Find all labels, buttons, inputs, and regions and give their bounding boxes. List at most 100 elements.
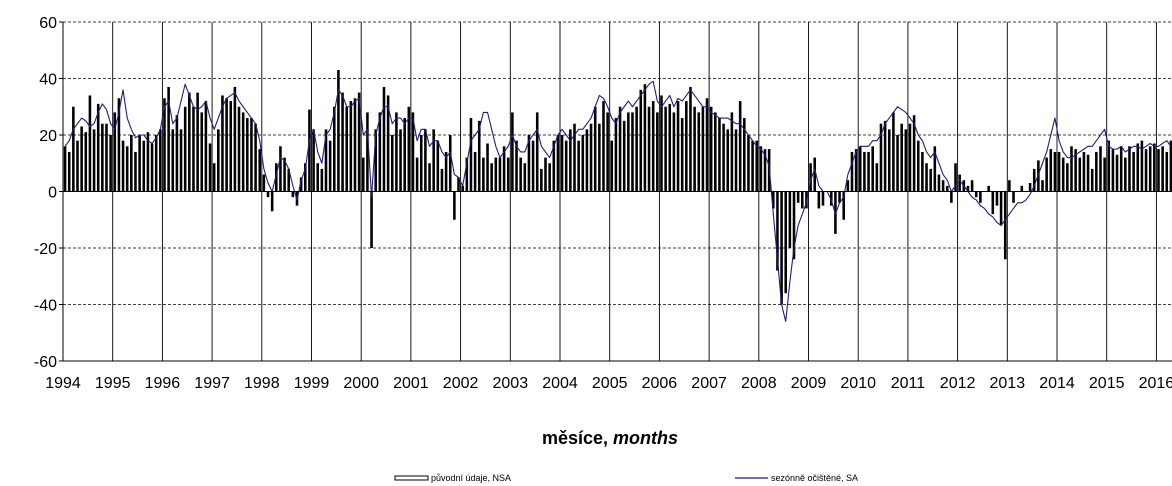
bar-nsa — [403, 118, 406, 192]
bar-nsa — [991, 191, 995, 215]
bar-nsa — [900, 123, 903, 192]
bar-nsa — [299, 177, 303, 192]
x-tick-label: 2005 — [592, 375, 628, 392]
bar-nsa — [908, 123, 912, 192]
bar-nsa — [229, 101, 233, 192]
bar-nsa — [378, 112, 382, 192]
bar-nsa — [246, 118, 249, 192]
bar-nsa — [511, 112, 514, 192]
bar-nsa — [714, 112, 717, 192]
bar-nsa — [250, 118, 253, 192]
bar-nsa — [838, 191, 841, 203]
bar-nsa — [1132, 151, 1135, 192]
bar-nsa — [569, 129, 572, 192]
bar-nsa — [183, 106, 187, 192]
bar-nsa — [1148, 146, 1152, 192]
bar-nsa — [1041, 180, 1044, 192]
bars-nsa — [63, 70, 1172, 305]
bar-nsa — [639, 89, 643, 192]
bar-nsa — [846, 180, 850, 192]
bar-nsa — [1074, 149, 1077, 192]
bar-nsa — [341, 92, 344, 192]
legend-swatch-nsa — [394, 475, 429, 481]
bar-nsa — [1045, 157, 1048, 192]
bar-nsa — [63, 146, 67, 192]
bar-nsa — [1008, 180, 1011, 192]
bar-nsa — [320, 168, 324, 192]
bar-nsa — [167, 86, 170, 192]
bar-nsa — [730, 112, 734, 192]
bar-nsa — [473, 151, 477, 192]
bar-nsa — [701, 106, 705, 192]
bar-nsa — [1140, 140, 1144, 192]
bar-nsa — [925, 163, 928, 192]
bar-nsa — [465, 157, 469, 192]
bar-nsa — [829, 191, 833, 206]
x-tick-label: 2009 — [791, 375, 827, 392]
y-tick-label: 40 — [39, 72, 57, 89]
bar-nsa — [291, 191, 295, 198]
bar-nsa — [560, 135, 564, 192]
y-tick-label: -20 — [34, 241, 57, 258]
x-tick-label: 1999 — [294, 375, 330, 392]
bar-nsa — [415, 157, 419, 192]
bar-nsa — [1012, 191, 1015, 203]
bar-nsa — [792, 191, 796, 260]
bar-nsa — [854, 149, 858, 192]
bar-nsa — [80, 126, 83, 192]
bar-nsa — [444, 151, 448, 192]
bar-nsa — [1111, 149, 1115, 192]
bar-nsa — [589, 123, 593, 192]
bar-nsa — [241, 112, 245, 192]
bar-nsa — [647, 106, 651, 192]
bar-nsa — [685, 101, 688, 192]
bar-nsa — [747, 135, 750, 192]
bar-nsa — [1057, 151, 1061, 192]
bar-nsa — [258, 149, 262, 192]
legend-item-sa: sezónně očištěné, SA — [735, 473, 858, 483]
axes — [59, 21, 1172, 362]
bar-nsa — [974, 191, 978, 198]
bar-nsa — [1003, 191, 1007, 260]
bar-nsa — [374, 129, 377, 192]
y-tick-label: -60 — [34, 354, 57, 371]
bar-nsa — [801, 191, 804, 209]
bar-nsa — [390, 135, 394, 192]
bar-nsa — [672, 112, 676, 192]
bar-nsa — [858, 146, 862, 192]
bar-nsa — [577, 140, 580, 192]
bar-nsa — [304, 163, 307, 192]
bar-nsa — [680, 118, 684, 192]
bar-nsa — [117, 98, 121, 192]
bar-nsa — [796, 191, 800, 203]
bar-nsa — [929, 168, 932, 192]
bar-nsa — [357, 92, 361, 192]
legend-label-nsa: původní údaje, NSA — [431, 473, 511, 483]
bar-nsa — [453, 191, 456, 220]
bar-nsa — [1082, 151, 1086, 192]
bar-nsa — [1028, 183, 1032, 192]
line-sa-path — [64, 80, 1172, 323]
bar-nsa — [573, 123, 576, 192]
bar-nsa — [275, 163, 278, 192]
bar-nsa — [813, 157, 816, 192]
bar-nsa — [461, 185, 464, 192]
bar-nsa — [850, 151, 854, 192]
bar-nsa — [622, 120, 626, 192]
bar-nsa — [494, 157, 498, 192]
bar-nsa — [436, 140, 440, 192]
bar-nsa — [556, 135, 560, 192]
bar-nsa — [192, 106, 195, 192]
bar-nsa — [221, 95, 224, 192]
bar-nsa — [709, 106, 713, 192]
bar-nsa — [498, 157, 502, 192]
bar-nsa — [531, 140, 535, 192]
bar-nsa — [270, 191, 274, 212]
bar-nsa — [821, 191, 825, 206]
x-tick-label: 2003 — [493, 375, 529, 392]
bar-nsa — [407, 106, 411, 192]
bar-nsa — [842, 191, 845, 220]
bar-nsa — [101, 123, 104, 192]
legend: původní údaje, NSA sezónně očištěné, SA — [394, 473, 858, 483]
x-tick-label: 2007 — [691, 375, 727, 392]
